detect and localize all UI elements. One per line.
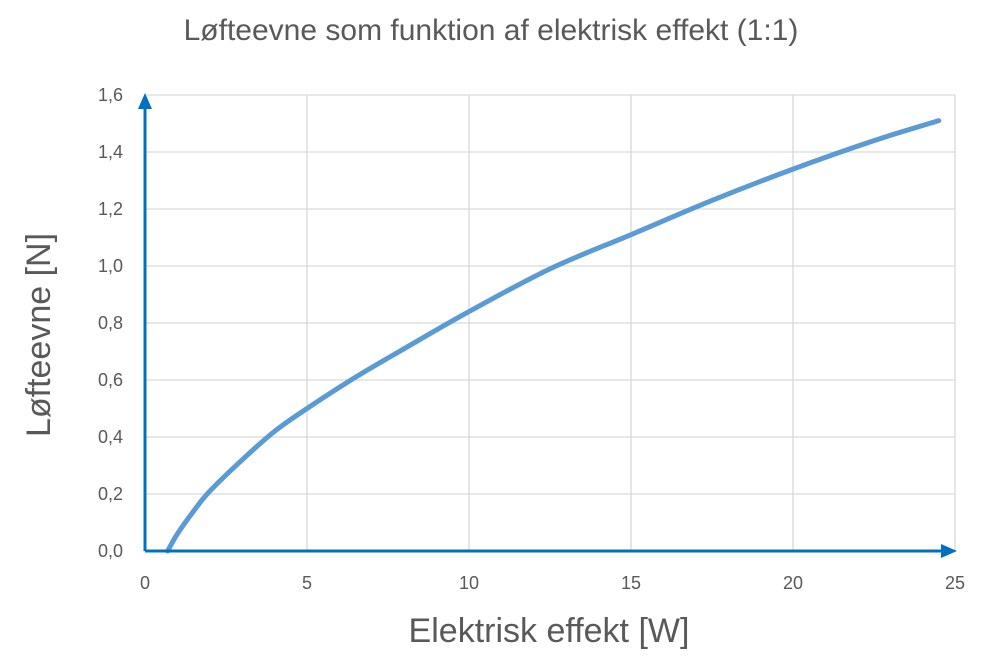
x-axis-label: Elektrisk effekt [W] <box>409 612 690 650</box>
x-tick-label: 0 <box>140 573 150 593</box>
x-tick-label: 15 <box>621 573 641 593</box>
x-tick-label: 5 <box>302 573 312 593</box>
y-axis-label: Løfteevne [N] <box>20 233 58 437</box>
axes <box>138 93 957 558</box>
series-line <box>165 118 942 554</box>
y-tick-label: 0,2 <box>98 484 123 504</box>
y-axis-arrow <box>138 93 152 109</box>
chart-title: Løfteevne som funktion af elektrisk effe… <box>183 14 799 47</box>
y-tick-label: 1,6 <box>98 85 123 105</box>
grid-lines <box>145 94 956 551</box>
y-tick-label: 1,2 <box>98 199 123 219</box>
y-tick-label: 0,0 <box>98 541 123 561</box>
y-tick-label: 0,8 <box>98 313 123 333</box>
x-tick-label: 20 <box>783 573 803 593</box>
x-tick-labels: 0 5 10 15 20 25 <box>140 573 965 593</box>
x-tick-label: 10 <box>459 573 479 593</box>
y-tick-label: 0,6 <box>98 370 123 390</box>
y-tick-label: 1,4 <box>98 142 123 162</box>
x-axis-arrow <box>941 544 957 558</box>
y-tick-label: 0,4 <box>98 427 123 447</box>
x-tick-label: 25 <box>945 573 965 593</box>
y-tick-labels: 0,0 0,2 0,4 0,6 0,8 1,0 1,2 1,4 1,6 <box>98 85 123 561</box>
y-tick-label: 1,0 <box>98 256 123 276</box>
